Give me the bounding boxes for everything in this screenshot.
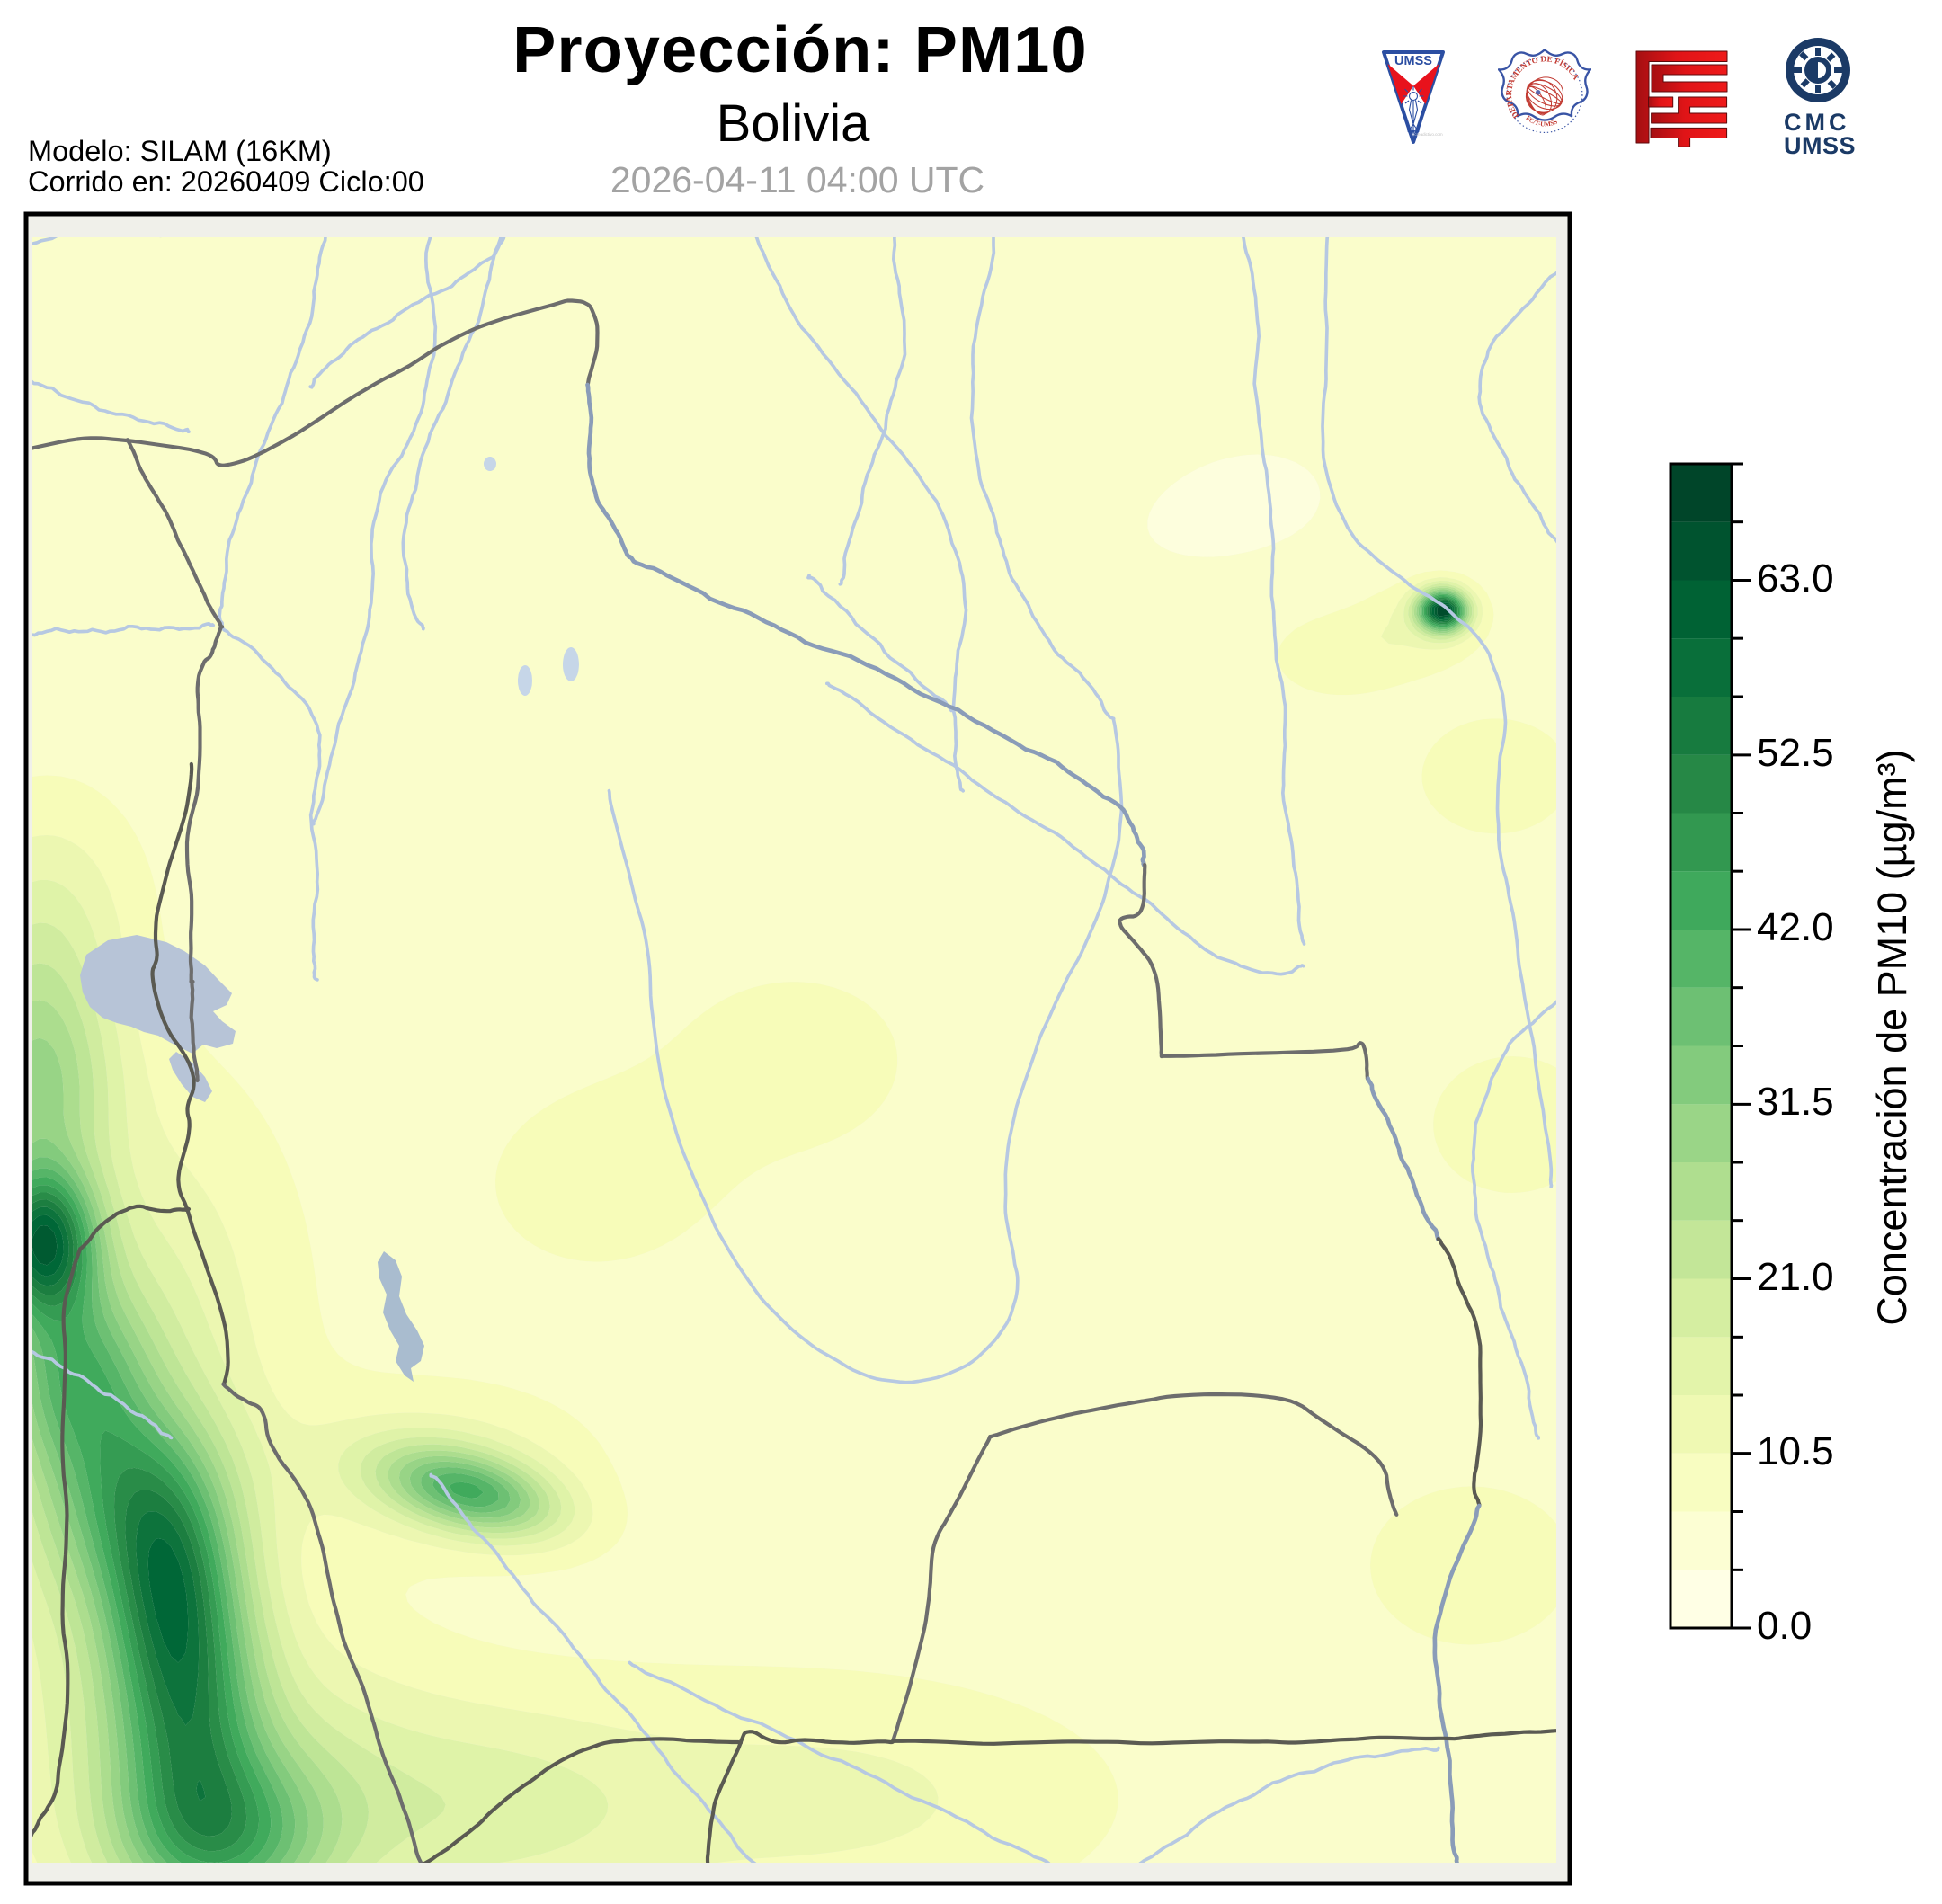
svg-text:CMC: CMC: [1784, 109, 1850, 136]
svg-text:creadictivo.com: creadictivo.com: [1414, 132, 1443, 137]
svg-text:UMSS: UMSS: [1784, 132, 1856, 159]
svg-text:UMSS: UMSS: [1394, 54, 1432, 68]
